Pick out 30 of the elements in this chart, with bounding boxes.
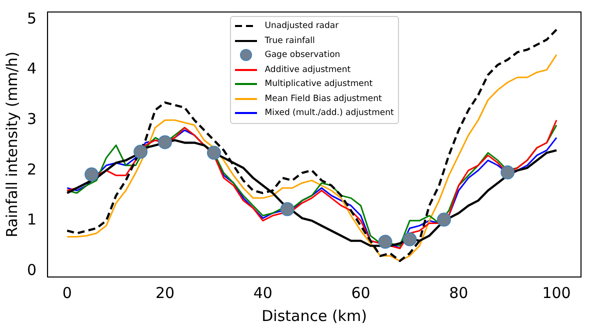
x-tick-label: 40: [253, 284, 272, 302]
y-tick-label: 0: [26, 260, 37, 279]
point: [84, 167, 99, 182]
legend-label: Multiplicative adjustment: [264, 78, 373, 91]
x-tick-label: 100: [542, 284, 571, 302]
point: [402, 232, 417, 246]
point: [436, 212, 451, 227]
point: [280, 202, 294, 216]
y-tick-label: 4: [26, 60, 37, 78]
x-tick-label: 60: [351, 284, 370, 302]
point: [134, 144, 148, 159]
legend-label: Gage observation: [264, 49, 340, 62]
legend-label: Mean Field Bias adjustment: [264, 92, 382, 106]
y-tick-label: 5: [26, 9, 37, 28]
x-tick-label: 20: [155, 284, 175, 302]
x-axis-title: Distance (km): [262, 306, 367, 325]
x-tick-label: 0: [62, 284, 72, 302]
y-tick-label: 1: [26, 210, 37, 229]
point: [206, 146, 221, 160]
y-tick-label: 3: [26, 110, 37, 128]
point: [378, 234, 392, 249]
legend-label: True rainfall: [264, 34, 315, 48]
point: [158, 135, 172, 150]
legend-label: Unadjusted radar: [264, 20, 339, 33]
point: [500, 165, 515, 180]
legend-label: Mixed (mult./add.) adjustment: [264, 107, 394, 120]
y-axis-title: Rainfall intensity (mm/h): [2, 52, 21, 238]
legend-label: Additive adjustment: [264, 64, 351, 76]
y-tick-label: 2: [26, 160, 37, 178]
x-tick-label: 80: [449, 284, 468, 302]
